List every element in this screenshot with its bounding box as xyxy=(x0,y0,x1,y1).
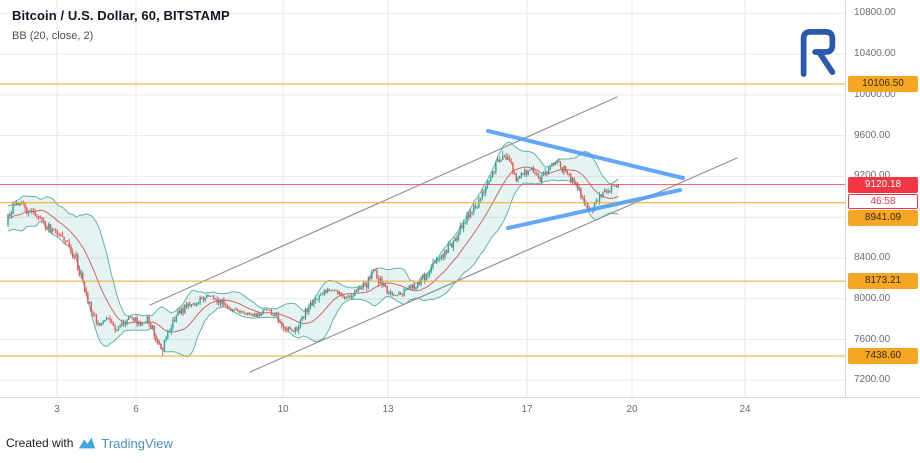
price-tick-label: 10800.00 xyxy=(854,7,896,19)
time-tick-label: 24 xyxy=(739,404,751,415)
price-tick-label: 8000.00 xyxy=(854,292,891,304)
level-price-label: 10106.50 xyxy=(848,76,918,92)
price-tick-label: 9200.00 xyxy=(854,170,891,182)
time-tick-label: 6 xyxy=(133,404,139,415)
price-axis[interactable]: 10800.0010400.0010000.009600.009200.0088… xyxy=(845,0,920,397)
time-tick-label: 10 xyxy=(277,404,289,415)
bar-countdown-label: 46:58 xyxy=(848,193,918,209)
indicator-legend[interactable]: BB (20, close, 2) xyxy=(12,30,94,42)
chart-canvas[interactable]: Bitcoin / U.S. Dollar, 60, BITSTAMP BB (… xyxy=(0,0,845,397)
time-tick-label: 20 xyxy=(626,404,638,415)
time-axis[interactable]: 3 6 10 13 17 20 24 xyxy=(0,397,920,423)
symbol-title: Bitcoin / U.S. Dollar, 60, BITSTAMP xyxy=(12,8,230,23)
bb-lower-line xyxy=(7,179,619,358)
tradingview-link[interactable]: TradingView xyxy=(101,435,173,451)
broker-logo-leg xyxy=(816,49,836,75)
time-tick-label: 17 xyxy=(521,404,533,415)
current-price-label: 9120.18 xyxy=(848,176,918,193)
price-tick-label: 10400.00 xyxy=(854,48,896,60)
channel-upper-trendline xyxy=(149,96,618,306)
tradingview-logo-icon xyxy=(78,436,96,450)
candles xyxy=(7,151,619,356)
wedge-upper-trendline xyxy=(486,128,685,180)
price-tick-label: 9600.00 xyxy=(854,129,891,141)
wedge-lower-trendline xyxy=(506,188,682,230)
created-with-label: Created with xyxy=(6,436,74,450)
broker-logo xyxy=(795,26,841,78)
broker-logo-mark xyxy=(800,29,836,77)
bb-upper-line xyxy=(7,141,619,317)
level-price-label: 7438.60 xyxy=(848,347,918,364)
price-tick-label: 8400.00 xyxy=(854,251,891,263)
time-tick-label: 3 xyxy=(54,404,60,415)
time-tick-label: 13 xyxy=(382,404,394,415)
price-chart xyxy=(0,0,845,397)
level-price-label: 8941.09 xyxy=(848,209,918,226)
attribution-footer: Created with TradingView xyxy=(0,423,920,463)
price-tick-label: 10000.00 xyxy=(854,88,896,100)
price-tick-label: 7200.00 xyxy=(854,374,891,386)
level-price-label: 8173.21 xyxy=(848,273,918,290)
price-tick-label: 7600.00 xyxy=(854,333,891,345)
bb-basis-line xyxy=(7,166,619,333)
grid xyxy=(0,0,845,397)
chart-legend: Bitcoin / U.S. Dollar, 60, BITSTAMP BB (… xyxy=(12,8,230,42)
